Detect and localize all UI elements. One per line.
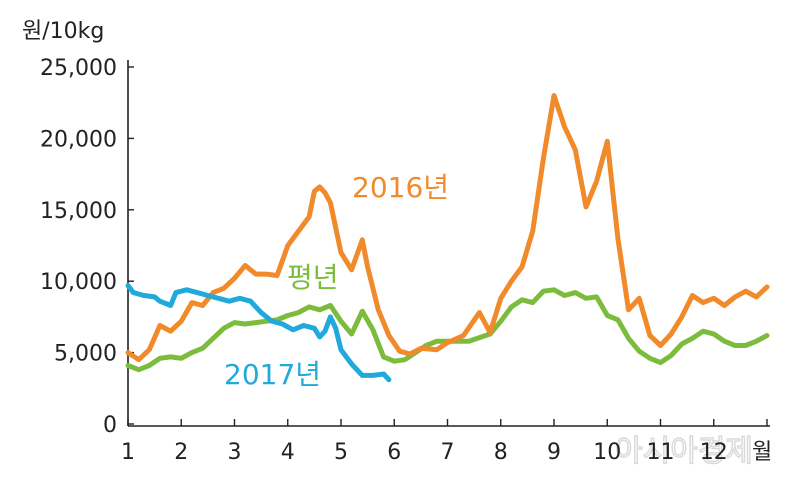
x-tick-label: 1 xyxy=(121,440,135,465)
series-line-2016 xyxy=(125,93,770,363)
y-tick-label: 15,000 xyxy=(40,199,117,224)
x-tick-label: 6 xyxy=(387,440,401,465)
y-tick-label: 5,000 xyxy=(54,342,117,367)
x-tick-label: 4 xyxy=(281,440,295,465)
x-tick-label: 10 xyxy=(593,440,621,465)
series-label-2017: 2017년 xyxy=(224,358,321,391)
y-tick-label: 25,000 xyxy=(40,56,117,81)
y-ticks: 0 5,000 10,000 15,000 20,000 25,000 xyxy=(40,56,134,438)
x-tick-label: 9 xyxy=(547,440,561,465)
series-line-normal xyxy=(125,287,770,373)
y-tick-label: 0 xyxy=(103,413,117,438)
x-tick-label: 12 xyxy=(700,440,728,465)
y-tick-label: 10,000 xyxy=(40,270,117,295)
x-tick-label: 5 xyxy=(334,440,348,465)
series-lines xyxy=(125,93,770,383)
x-tick-label: 8 xyxy=(494,440,508,465)
y-tick-label: 20,000 xyxy=(40,127,117,152)
x-tick-label: 11 xyxy=(647,440,675,465)
series-line-2017 xyxy=(125,283,392,383)
y-unit-label: 원/10kg xyxy=(22,19,104,44)
x-ticks: 1 2 3 4 5 6 7 8 9 10 11 12 xyxy=(121,419,768,465)
x-tick-label: 2 xyxy=(174,440,188,465)
series-label-normal: 평년 xyxy=(287,261,339,294)
series-label-2016: 2016년 xyxy=(352,171,449,204)
watermark: 아시아경제 xyxy=(615,434,753,469)
x-tick-label: 7 xyxy=(441,440,455,465)
x-unit-label: 월 xyxy=(752,440,772,465)
x-tick-label: 3 xyxy=(228,440,242,465)
